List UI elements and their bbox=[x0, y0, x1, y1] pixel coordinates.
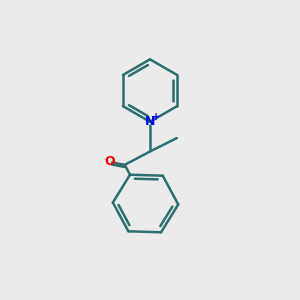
Text: N: N bbox=[145, 115, 155, 128]
Text: O: O bbox=[104, 155, 115, 168]
Text: +: + bbox=[152, 112, 160, 122]
